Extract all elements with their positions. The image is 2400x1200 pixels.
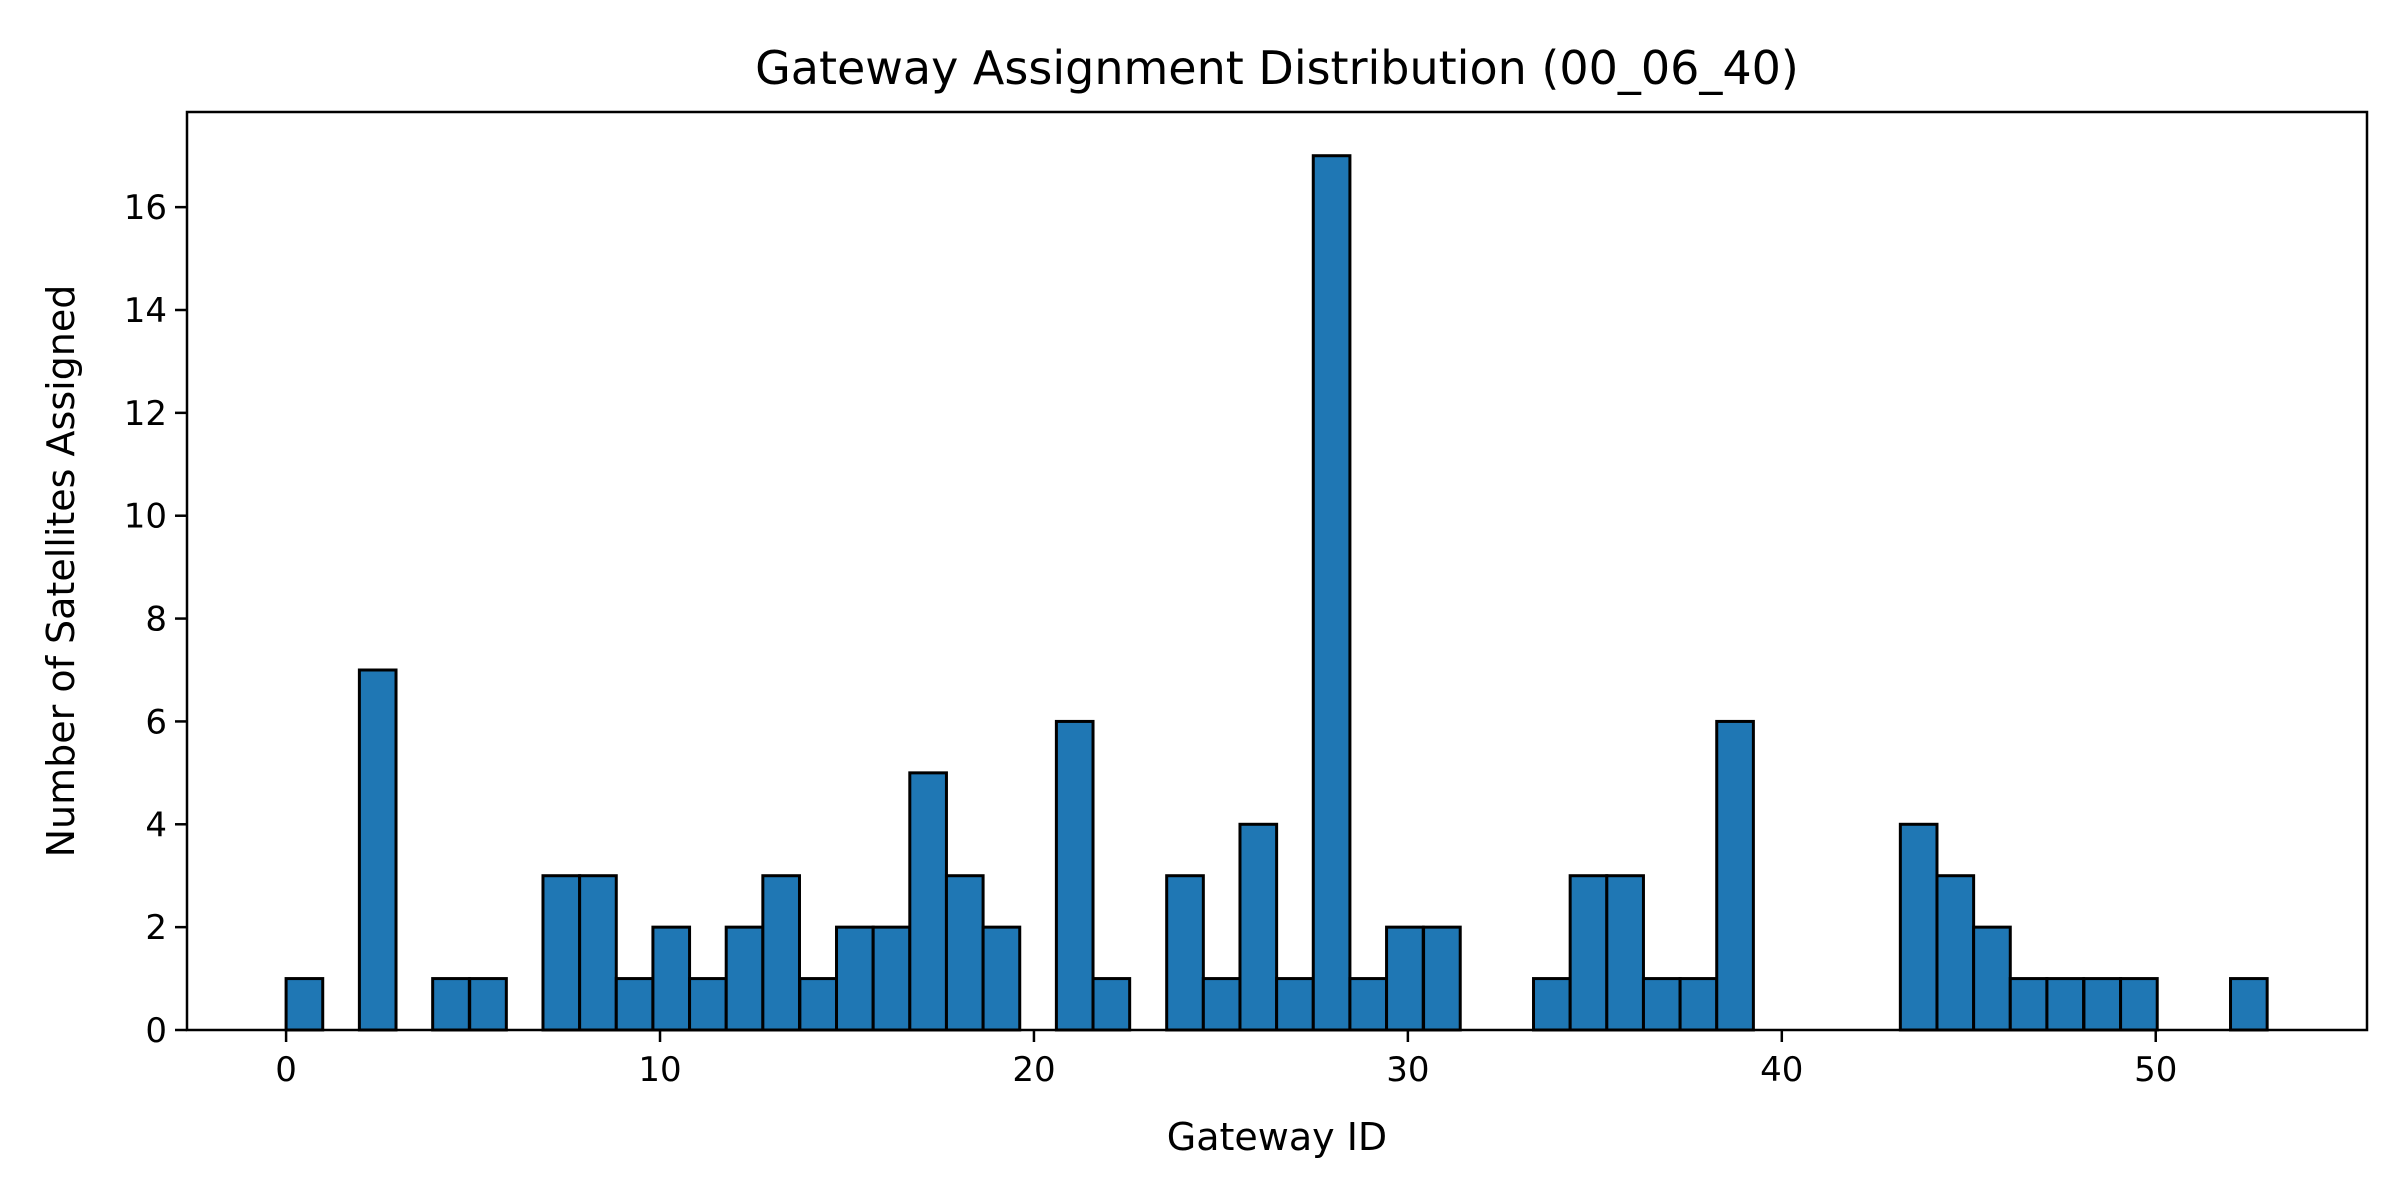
histogram-bar xyxy=(798,977,839,1032)
histogram-bar xyxy=(1422,925,1462,1032)
histogram-bar xyxy=(2119,977,2159,1032)
histogram-bar xyxy=(1935,874,1976,1032)
x-tick-label: 10 xyxy=(638,1050,681,1090)
y-tick-label: 0 xyxy=(145,1011,167,1051)
histogram-bar xyxy=(1568,874,1609,1032)
histogram-bar xyxy=(944,874,985,1032)
histogram-bar xyxy=(1715,719,1755,1032)
y-axis-label: Number of Satellites Assigned xyxy=(39,285,83,858)
histogram-bar xyxy=(468,977,508,1032)
y-tick-label: 2 xyxy=(145,908,167,948)
histogram-bar xyxy=(1898,822,1939,1032)
y-tick-label: 6 xyxy=(145,702,167,742)
histogram-bar xyxy=(2082,977,2123,1032)
histogram-bar xyxy=(2045,977,2086,1032)
histogram-bar xyxy=(1165,874,1205,1032)
histogram-bar xyxy=(541,874,582,1032)
histogram-bar xyxy=(981,925,1022,1032)
histogram-bar xyxy=(614,977,655,1032)
histogram-bar xyxy=(1311,154,1352,1032)
histogram-bar xyxy=(1348,977,1389,1032)
histogram-bar xyxy=(1385,925,1425,1032)
histogram-bar xyxy=(835,925,875,1032)
y-tick-label: 14 xyxy=(124,291,167,331)
y-tick-label: 4 xyxy=(145,805,167,845)
histogram-bar xyxy=(357,668,398,1032)
histogram-bar xyxy=(1054,719,1095,1032)
histogram-bar xyxy=(1532,977,1572,1032)
histogram-bar xyxy=(651,925,692,1032)
y-tick-label: 10 xyxy=(124,497,167,537)
x-tick-label: 40 xyxy=(1760,1050,1803,1090)
x-tick-label: 0 xyxy=(275,1050,297,1090)
chart-title: Gateway Assignment Distribution (00_06_4… xyxy=(755,41,1799,95)
histogram-bar xyxy=(431,977,471,1032)
y-tick-label: 16 xyxy=(124,188,167,228)
y-tick-label: 8 xyxy=(145,600,167,640)
x-tick-label: 50 xyxy=(2134,1050,2177,1090)
y-axis-ticks: 0 2 4 6 8 10 12 14 16 xyxy=(124,188,187,1051)
axes-frame xyxy=(185,110,2369,1032)
histogram-bar xyxy=(1605,874,1645,1032)
histogram-bar xyxy=(688,977,728,1032)
histogram-bar xyxy=(724,925,765,1032)
histogram-bar xyxy=(1201,977,1242,1032)
histogram-bar xyxy=(1678,977,1719,1032)
histogram-bar xyxy=(2229,977,2269,1032)
histogram-bar xyxy=(1091,977,1132,1032)
histogram-bar xyxy=(1641,977,1682,1032)
histogram-bar xyxy=(1972,925,2012,1032)
histogram-bar xyxy=(908,771,948,1032)
histogram-bar xyxy=(578,874,618,1032)
x-axis-ticks: 0 10 20 30 40 50 xyxy=(275,1030,2177,1090)
y-tick-label: 12 xyxy=(124,394,167,434)
x-axis-label: Gateway ID xyxy=(1167,1115,1387,1159)
histogram-bar xyxy=(1275,977,1315,1032)
x-tick-label: 30 xyxy=(1386,1050,1429,1090)
histogram-bar xyxy=(1238,822,1279,1032)
histogram-bar xyxy=(761,874,801,1032)
x-tick-label: 20 xyxy=(1012,1050,1055,1090)
bars-group xyxy=(284,154,2269,1032)
histogram-bar xyxy=(284,977,325,1032)
histogram-bar xyxy=(2008,977,2049,1032)
histogram-bar xyxy=(871,925,912,1032)
